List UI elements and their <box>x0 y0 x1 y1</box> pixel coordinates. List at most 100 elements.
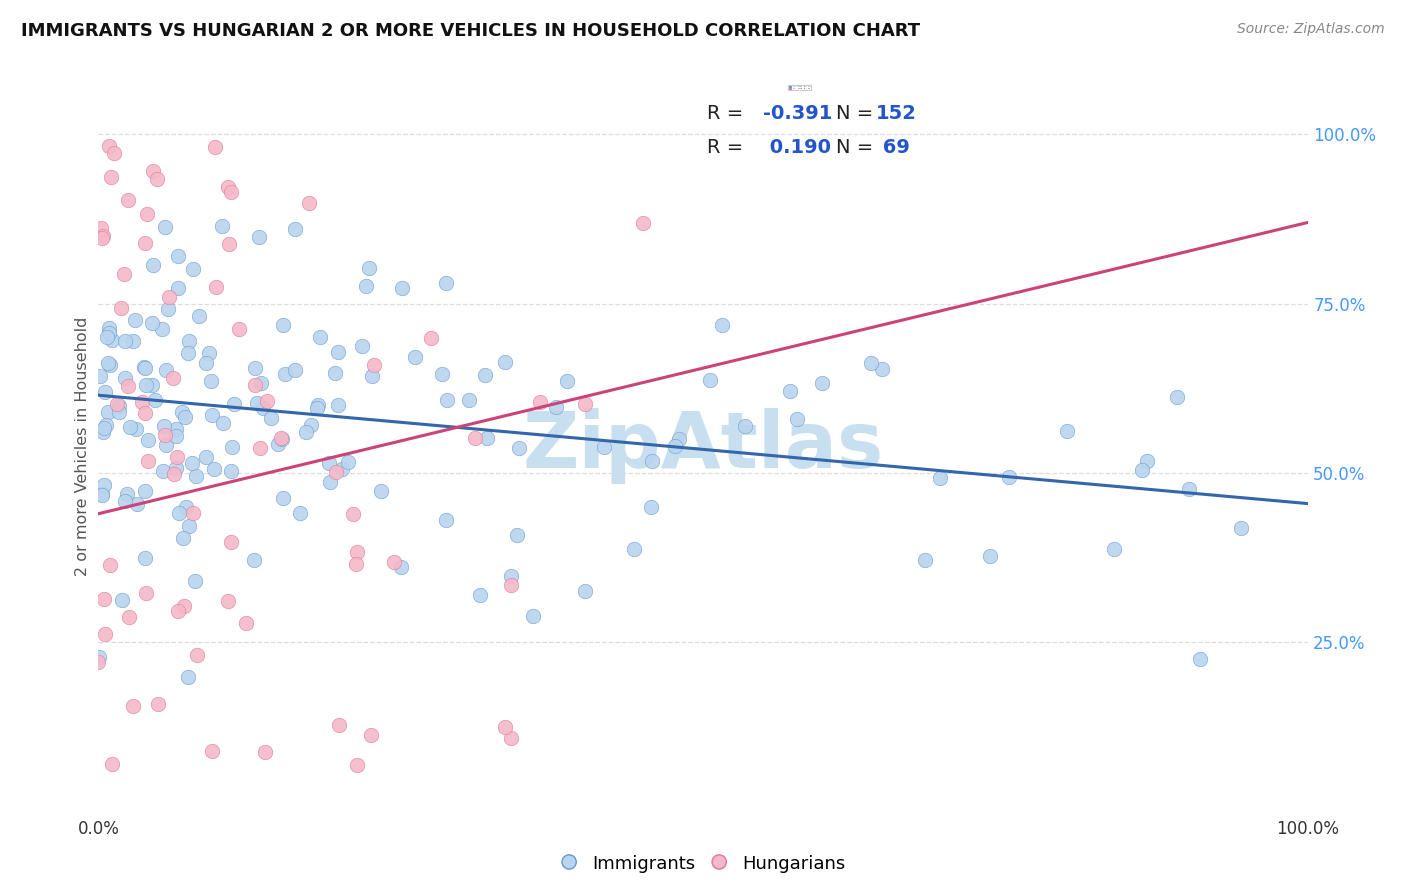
Point <box>283 222 305 236</box>
Point <box>176 670 198 684</box>
Point <box>391 281 413 295</box>
Point <box>173 599 195 614</box>
Point <box>174 500 197 514</box>
Point <box>574 397 596 411</box>
Point <box>430 368 453 382</box>
Point <box>141 377 163 392</box>
Point <box>274 367 297 381</box>
Point <box>93 421 115 435</box>
Point <box>141 316 163 330</box>
Point <box>219 535 242 549</box>
Point <box>221 440 243 454</box>
Point <box>859 356 882 370</box>
Point <box>436 393 458 408</box>
Point <box>508 441 530 455</box>
Point <box>328 717 350 731</box>
Point <box>260 410 283 425</box>
Point <box>494 720 516 734</box>
Point <box>155 363 177 377</box>
Point <box>323 366 346 380</box>
Point <box>474 368 496 383</box>
Point <box>330 462 353 476</box>
Point <box>136 433 159 447</box>
Point <box>135 586 157 600</box>
Point <box>136 454 159 468</box>
Point <box>256 394 278 409</box>
Point <box>243 377 266 392</box>
Point <box>219 185 242 199</box>
Point <box>114 494 136 508</box>
Point <box>105 397 128 411</box>
Point <box>352 339 374 353</box>
Point <box>177 334 200 348</box>
Point <box>249 441 271 455</box>
Point <box>361 369 384 384</box>
Point <box>94 384 117 399</box>
Point <box>94 627 117 641</box>
Point <box>326 345 349 359</box>
Point <box>810 376 832 391</box>
Point <box>114 371 136 385</box>
Point <box>499 578 522 592</box>
Point <box>1130 463 1153 477</box>
Point <box>156 301 179 316</box>
Point <box>475 431 498 445</box>
Point <box>143 392 166 407</box>
Point <box>354 278 377 293</box>
Point <box>169 506 191 520</box>
Point <box>152 419 174 434</box>
Point <box>131 395 153 409</box>
Point <box>870 361 893 376</box>
Point <box>87 655 110 669</box>
Point <box>117 379 139 393</box>
Point <box>243 552 266 566</box>
Point <box>165 428 187 442</box>
Point <box>205 279 228 293</box>
Point <box>458 392 481 407</box>
Point <box>181 456 204 470</box>
Point <box>359 260 381 275</box>
Point <box>97 326 120 341</box>
Point <box>181 261 204 276</box>
Point <box>167 250 190 264</box>
Point <box>499 731 522 745</box>
Point <box>337 455 360 469</box>
Point <box>319 475 342 490</box>
Point <box>90 488 112 502</box>
Point <box>96 417 118 432</box>
Point <box>929 471 952 485</box>
Point <box>101 334 124 348</box>
Point <box>166 450 188 464</box>
Point <box>574 583 596 598</box>
Point <box>211 416 233 430</box>
Point <box>1102 542 1125 557</box>
Point <box>363 358 385 372</box>
Point <box>250 376 273 390</box>
Point <box>641 453 664 467</box>
Point <box>325 465 347 479</box>
Point <box>120 419 142 434</box>
Text: -0.391: -0.391 <box>763 103 832 123</box>
Point <box>172 404 194 418</box>
Point <box>253 745 276 759</box>
Point <box>127 497 149 511</box>
Point <box>121 699 143 714</box>
Point <box>93 425 115 439</box>
Point <box>211 219 233 233</box>
Point <box>162 370 184 384</box>
Point <box>165 422 187 436</box>
Point <box>522 608 544 623</box>
Text: IMMIGRANTS VS HUNGARIAN 2 OR MORE VEHICLES IN HOUSEHOLD CORRELATION CHART: IMMIGRANTS VS HUNGARIAN 2 OR MORE VEHICL… <box>21 22 920 40</box>
Point <box>305 401 328 416</box>
Point <box>118 610 141 624</box>
Point <box>98 558 121 573</box>
Point <box>194 450 217 464</box>
Point <box>501 569 523 583</box>
Point <box>382 555 405 569</box>
Point <box>247 230 270 244</box>
Point <box>90 231 112 245</box>
Legend:    R =   -0.391    N =  152,    R =    0.190    N =   69: R = -0.391 N = 152, R = 0.190 N = 69 <box>789 85 811 90</box>
Point <box>979 549 1001 563</box>
Point <box>346 758 368 772</box>
Point <box>153 220 176 235</box>
